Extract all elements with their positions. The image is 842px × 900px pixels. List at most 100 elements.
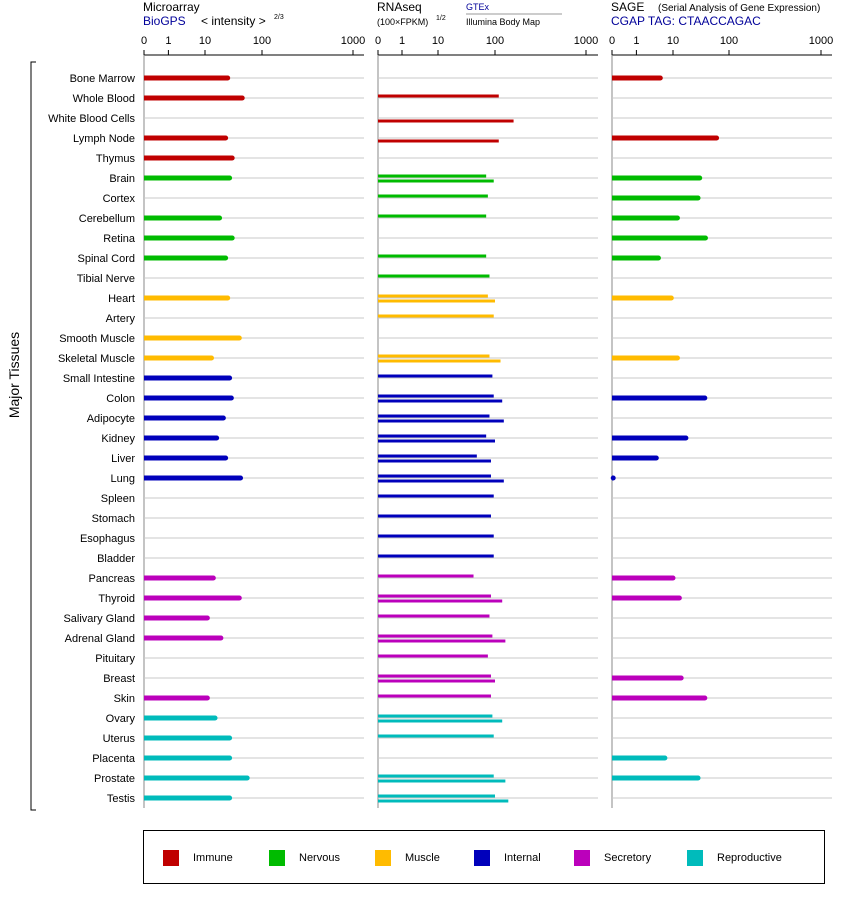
bar-sage (612, 255, 659, 261)
tissue-label: Retina (103, 233, 136, 245)
bar-end-sage (683, 435, 689, 441)
x-tick-label: 1000 (574, 35, 598, 47)
bar-ibm (378, 679, 495, 683)
bar-gtex (378, 594, 491, 598)
legend-item-internal: Internal (474, 850, 541, 866)
bar-end-microarray (208, 355, 214, 361)
bar-end-microarray (228, 395, 234, 401)
bar-microarray (144, 155, 233, 161)
panel-title-sage: SAGE (611, 0, 644, 14)
bar-end-microarray (227, 795, 233, 801)
legend-item-reproductive: Reproductive (687, 850, 782, 866)
bar-end-microarray (225, 75, 231, 81)
tissue-label: Smooth Muscle (59, 333, 135, 345)
tissue-label: Lymph Node (73, 133, 135, 145)
bar-microarray (144, 335, 240, 341)
tissue-label: Stomach (92, 513, 135, 525)
tissue-label: Spinal Cord (78, 253, 135, 265)
x-tick-label: 1000 (341, 35, 365, 47)
legend-item-immune: Immune (163, 850, 233, 866)
bar-gtex (378, 714, 493, 718)
bar-end-microarray (238, 475, 244, 481)
bar-gtex (378, 794, 495, 798)
tissue-label: Adipocyte (87, 413, 135, 425)
bar-end-sage (662, 755, 668, 761)
bar-end-microarray (227, 175, 233, 181)
legend-label-reproductive: Reproductive (717, 852, 782, 864)
bar-end-microarray (214, 435, 220, 441)
tissue-label: Heart (108, 293, 135, 305)
tissue-label: Skeletal Muscle (58, 353, 135, 365)
tissue-label: Small Intestine (63, 373, 135, 385)
bar-sage (612, 235, 706, 241)
bar-microarray (144, 135, 226, 141)
bar-sage (612, 355, 678, 361)
tissue-label: Tibial Nerve (77, 273, 135, 285)
panel-source-cgap: CGAP TAG: CTAACCAGAC (611, 14, 761, 28)
bar-end-microarray (212, 715, 218, 721)
panel-subtitle-sage: (Serial Analysis of Gene Expression) (658, 3, 820, 14)
bar-gtex (378, 694, 491, 698)
bar-end-sage (695, 775, 701, 781)
bar-sage (612, 295, 672, 301)
bar-microarray (144, 235, 233, 241)
bar-end-sage (670, 575, 676, 581)
x-tick-label: 1000 (809, 35, 833, 47)
bar-end-sage (655, 255, 661, 261)
bar-end-microarray (236, 335, 242, 341)
legend-item-nervous: Nervous (269, 850, 340, 866)
bar-microarray (144, 435, 217, 441)
bar-end-microarray (204, 695, 210, 701)
legend-item-muscle: Muscle (375, 850, 440, 866)
bar-microarray (144, 215, 220, 221)
bar-sage (612, 435, 686, 441)
bar-gtex (378, 394, 494, 398)
x-tick-label: 100 (720, 35, 738, 47)
bar-sage (612, 175, 700, 181)
bar-end-microarray (244, 775, 250, 781)
bar-microarray (144, 375, 230, 381)
bar-ibm (378, 419, 504, 423)
bar-sage (612, 135, 717, 141)
tissue-label: Bladder (97, 553, 135, 565)
bar-microarray (144, 75, 228, 81)
bar-ibm (378, 139, 499, 143)
bar-gtex (378, 514, 491, 518)
bar-end-microarray (227, 735, 233, 741)
bar-ibm (378, 719, 503, 723)
bar-gtex (378, 614, 490, 618)
bar-microarray (144, 635, 221, 641)
bar-ibm (378, 479, 504, 483)
bar-microarray (144, 415, 224, 421)
bar-end-sage (695, 195, 701, 201)
tissue-label: Esophagus (80, 533, 136, 545)
bar-ibm (378, 799, 509, 803)
legend-label-nervous: Nervous (299, 852, 340, 864)
bar-microarray (144, 795, 230, 801)
legend-swatch-immune (163, 850, 179, 866)
legend-swatch-muscle (375, 850, 391, 866)
tissue-label: Placenta (92, 753, 136, 765)
x-tick-label: 1 (399, 35, 405, 47)
x-tick-label: 10 (432, 35, 444, 47)
bar-gtex (378, 534, 494, 538)
bar-microarray (144, 475, 241, 481)
legend: Immune Nervous Muscle Internal Secretory… (143, 830, 825, 884)
bar-end-sage (610, 475, 616, 481)
tissue-label: Cortex (103, 193, 136, 205)
legend-swatch-reproductive (687, 850, 703, 866)
bar-sage (612, 755, 665, 761)
bar-end-microarray (225, 295, 231, 301)
legend-label-muscle: Muscle (405, 852, 440, 864)
bar-gtex (378, 194, 488, 198)
bar-sage (612, 195, 699, 201)
bar-sage (612, 775, 699, 781)
bar-end-sage (657, 75, 663, 81)
x-tick-label: 1 (633, 35, 639, 47)
tissue-label: Ovary (106, 713, 136, 725)
legend-swatch-internal (474, 850, 490, 866)
bar-ibm (378, 119, 514, 123)
legend-label-secretory: Secretory (604, 852, 652, 864)
bar-end-microarray (204, 615, 210, 621)
